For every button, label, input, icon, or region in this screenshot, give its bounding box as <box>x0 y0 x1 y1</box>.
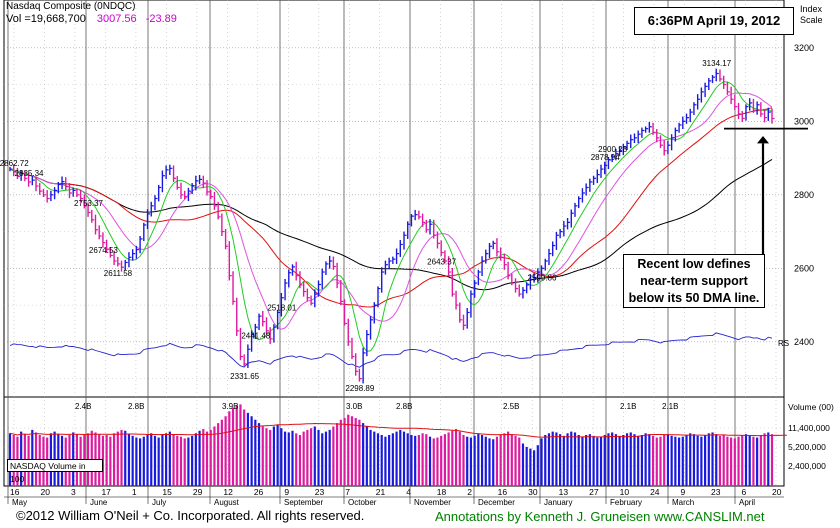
price-tick-label: 2400 <box>794 337 814 347</box>
price-label: 2643.37 <box>427 257 456 266</box>
volume-label: 2.8B <box>128 402 144 411</box>
chart-labels: 2835.34 2599.86 2878.94 2862.72 2331.65 2611.… <box>0 59 732 411</box>
volume-readout: Vol =19,668,700 <box>6 13 86 25</box>
date-tick-label: 10 <box>620 487 630 497</box>
date-tick-label: 30 <box>528 487 538 497</box>
price-label: 2674.53 <box>89 246 118 255</box>
annotation-credit: Annotations by Kenneth J. Gruneisen www.… <box>435 509 765 524</box>
volume-legend-box: NASDAQ Volume in 100 <box>7 459 103 484</box>
date-tick-label: 23 <box>711 487 721 497</box>
date-tick-label: 15 <box>162 487 172 497</box>
rs-label: RS <box>778 339 789 348</box>
month-label: August <box>214 498 240 507</box>
volume-tick-label: 2,400,000 <box>788 461 826 471</box>
price-label: 3134.17 <box>702 59 731 68</box>
header-stats: Vol =19,668,700 3007.56 -23.89 <box>6 13 177 25</box>
date-tick-label: 9 <box>284 487 289 497</box>
month-label: April <box>739 498 755 507</box>
month-label: January <box>544 498 572 507</box>
month-label: February <box>610 498 642 507</box>
date-tick-label: 16 <box>10 487 20 497</box>
date-tick-label: 23 <box>315 487 325 497</box>
price-label: 2599.86 <box>528 273 557 282</box>
volume-label: 3.9B <box>222 402 238 411</box>
price-tick-label: 2600 <box>794 263 814 273</box>
volume-average-line <box>9 422 787 438</box>
month-label: May <box>12 498 27 507</box>
date-tick-label: 17 <box>101 487 111 497</box>
price-label: 2878.94 <box>591 153 620 162</box>
rs-line <box>9 332 773 368</box>
date-tick-label: 2 <box>467 487 472 497</box>
date-tick-label: 12 <box>223 487 233 497</box>
price-tick-label: 3000 <box>794 116 814 126</box>
month-label: July <box>152 498 166 507</box>
arrow-head <box>757 136 769 144</box>
change-readout: -23.89 <box>145 13 177 25</box>
date-tick-label: 20 <box>772 487 782 497</box>
price-label: 2611.58 <box>104 269 133 278</box>
price-label: 2862.72 <box>0 159 29 168</box>
month-label: October <box>348 498 377 507</box>
date-tick-label: 29 <box>193 487 203 497</box>
date-tick-label: 6 <box>742 487 747 497</box>
volume-label: 3.0B <box>346 402 362 411</box>
date-tick-label: 16 <box>498 487 508 497</box>
price-label: 2518.01 <box>267 303 296 312</box>
price-tick-label: 3200 <box>794 43 814 53</box>
date-tick-label: 3 <box>71 487 76 497</box>
month-label: June <box>90 498 108 507</box>
volume-label: 2.4B <box>75 402 91 411</box>
date-tick-label: 26 <box>254 487 264 497</box>
date-tick-label: 18 <box>437 487 447 497</box>
date-tick-label: 7 <box>345 487 350 497</box>
volume-label: 2.8B <box>396 402 412 411</box>
copyright-text: ©2012 William O'Neil + Co. Incorporated.… <box>16 508 365 523</box>
moving-averages: RS <box>9 81 789 368</box>
price-bars <box>9 68 775 384</box>
timestamp-box: 6:36PM April 19, 2012 <box>634 7 794 35</box>
date-tick-label: 20 <box>40 487 50 497</box>
volume-label: 2.1B <box>620 402 636 411</box>
month-label: December <box>478 498 515 507</box>
volume-bars <box>8 404 787 486</box>
price-label: 2441.48 <box>241 332 270 341</box>
date-tick-label: 21 <box>376 487 386 497</box>
month-label: March <box>672 498 694 507</box>
price-label: 2331.65 <box>230 372 259 381</box>
date-tick-label: 27 <box>589 487 599 497</box>
price-label: 2298.89 <box>345 384 374 393</box>
month-label: September <box>284 498 323 507</box>
price-readout: 3007.56 <box>96 13 137 25</box>
price-label: 2835.34 <box>15 169 44 178</box>
chart-grid: 2400 2600 2800 3000 3200 11,400,000 5,200,000 2… <box>3 0 834 507</box>
month-label: November <box>414 498 451 507</box>
date-tick-label: 13 <box>559 487 569 497</box>
ma200-line <box>9 158 773 291</box>
volume-tick-label: 11,400,000 <box>788 423 830 433</box>
volume-scale-label: Volume (00) <box>788 402 834 412</box>
price-label: 2900.28 <box>598 145 627 154</box>
date-tick-label: 4 <box>406 487 411 497</box>
volume-label: 2.1B <box>662 402 678 411</box>
date-tick-label: 24 <box>650 487 660 497</box>
ma50-line <box>9 107 773 308</box>
price-label: 2753.37 <box>74 199 103 208</box>
ma10-line <box>9 81 773 352</box>
price-tick-label: 2800 <box>794 190 814 200</box>
date-tick-label: 1 <box>132 487 137 497</box>
volume-tick-label: 5,200,000 <box>788 442 826 452</box>
chart-title: Nasdaq Composite (0NDQC) <box>6 1 136 12</box>
volume-label: 2.5B <box>503 402 519 411</box>
annotation-box: Recent low defines near-term support bel… <box>623 254 765 308</box>
plot-frame <box>3 0 785 487</box>
support-arrow <box>724 127 808 254</box>
date-tick-label: 9 <box>681 487 686 497</box>
index-scale-label: Index Scale <box>800 4 823 25</box>
